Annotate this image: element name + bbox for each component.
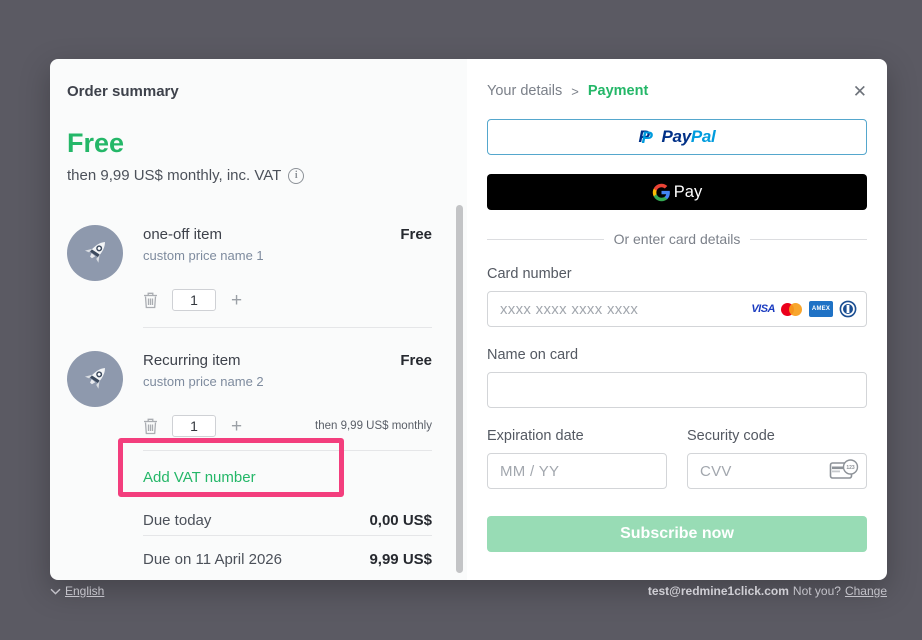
item-price: Free	[400, 352, 432, 369]
price-note: then 9,99 US$ monthly, inc. VAT	[67, 167, 282, 184]
chevron-right-icon: >	[571, 84, 579, 99]
expiration-date-input[interactable]	[487, 453, 667, 489]
increase-quantity-button[interactable]: +	[231, 415, 243, 437]
order-summary-panel: Order summary Free then 9,99 US$ monthly…	[50, 59, 467, 580]
card-details-divider: Or enter card details	[487, 231, 867, 247]
breadcrumb-your-details[interactable]: Your details	[487, 83, 563, 99]
product-rocket-icon	[67, 351, 123, 407]
trash-icon	[143, 292, 158, 309]
not-you-text: Not you?	[792, 584, 841, 598]
info-icon[interactable]: i	[288, 168, 305, 184]
quantity-input[interactable]	[172, 289, 216, 311]
name-on-card-input[interactable]	[487, 372, 867, 408]
language-selector[interactable]: English	[50, 584, 104, 598]
card-number-label: Card number	[487, 266, 572, 282]
list-item: one-off item Free custom price name 1	[67, 206, 432, 327]
change-account-link[interactable]: Change	[844, 584, 887, 598]
order-summary-title: Order summary	[67, 83, 179, 100]
price-note-row: then 9,99 US$ monthly, inc. VAT i	[67, 166, 432, 186]
item-list: one-off item Free custom price name 1	[67, 206, 432, 570]
quantity-input[interactable]	[172, 415, 216, 437]
item-price-name: custom price name 2	[143, 374, 264, 389]
item-price-name: custom price name 1	[143, 248, 264, 263]
checkout-modal: Order summary Free then 9,99 US$ monthly…	[50, 59, 887, 580]
expiration-date-label: Expiration date	[487, 428, 584, 444]
item-name: one-off item	[143, 226, 222, 243]
total-value: 9,99 US$	[369, 551, 432, 568]
product-rocket-icon	[67, 225, 123, 281]
item-name: Recurring item	[143, 352, 241, 369]
scrollbar[interactable]	[456, 205, 463, 573]
card-number-input[interactable]	[487, 291, 867, 327]
total-price: Free	[67, 128, 125, 158]
total-value: 0,00 US$	[369, 512, 432, 529]
name-on-card-label: Name on card	[487, 347, 579, 363]
paypal-wordmark: Pay	[661, 127, 692, 146]
security-code-label: Security code	[687, 428, 775, 444]
trash-icon	[143, 418, 158, 435]
total-label: Due today	[143, 512, 212, 529]
cvv-card-icon: 123	[829, 458, 859, 484]
item-billing-note: then 9,99 US$ monthly	[315, 420, 432, 432]
increase-quantity-button[interactable]: +	[231, 289, 243, 311]
account-email: test@redmine1click.com	[647, 584, 789, 598]
checkout-footer: English test@redmine1click.com Not you? …	[50, 584, 887, 598]
divider-text: Or enter card details	[613, 231, 741, 247]
diners-club-icon	[839, 300, 857, 318]
google-pay-button[interactable]: Pay	[487, 174, 867, 210]
svg-text:123: 123	[846, 465, 855, 471]
language-label: English	[65, 584, 105, 598]
paypal-button[interactable]: P P PayPal	[487, 119, 867, 155]
item-price: Free	[400, 226, 432, 243]
paypal-logo-icon: P P	[638, 127, 653, 147]
payment-panel: Your details > Payment ✕ P P PayPal Pay	[467, 59, 887, 580]
visa-icon: VISA	[751, 303, 775, 315]
divider	[143, 327, 432, 328]
total-label: Due on 11 April 2026	[143, 551, 282, 568]
list-item: Recurring item Free custom price name 2	[67, 328, 432, 450]
google-g-icon	[652, 183, 671, 202]
total-row-due-later: Due on 11 April 2026 9,99 US$	[143, 535, 432, 570]
breadcrumb: Your details > Payment	[487, 83, 867, 100]
remove-item-button[interactable]	[143, 418, 158, 435]
amex-icon: AMEX	[809, 301, 833, 317]
chevron-down-icon	[50, 588, 61, 595]
add-vat-number-link[interactable]: Add VAT number	[143, 469, 256, 486]
total-row-due-today: Due today 0,00 US$	[143, 499, 432, 535]
gpay-wordmark: Pay	[673, 182, 703, 201]
mastercard-icon	[781, 302, 803, 316]
breadcrumb-payment: Payment	[587, 83, 649, 99]
subscribe-now-button[interactable]: Subscribe now	[487, 516, 867, 552]
close-icon[interactable]: ✕	[849, 79, 871, 104]
remove-item-button[interactable]	[143, 292, 158, 309]
